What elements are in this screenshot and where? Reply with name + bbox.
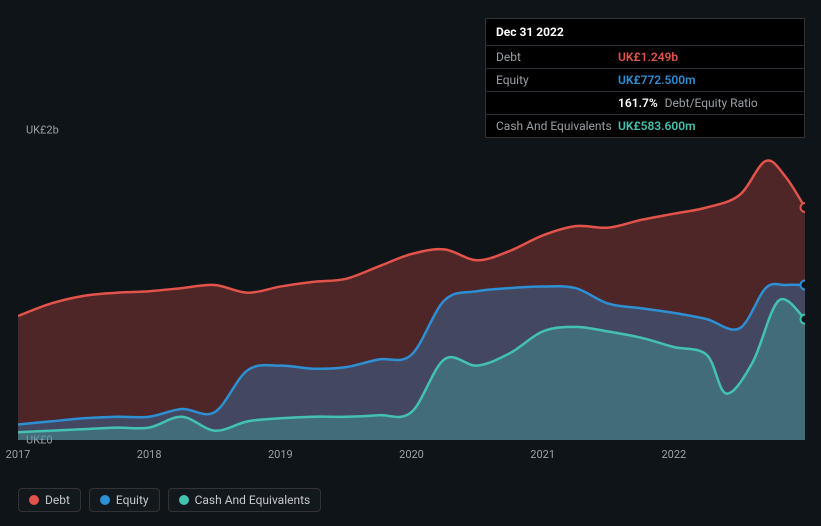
legend-label: Equity — [116, 493, 149, 507]
legend-label: Cash And Equivalents — [195, 493, 311, 507]
x-axis-tick: 2017 — [6, 448, 31, 461]
legend-label: Debt — [45, 493, 70, 507]
tooltip-value-debt: UK£1.249b — [618, 50, 678, 64]
legend-dot-icon — [179, 495, 189, 505]
hover-tooltip: Dec 31 2022 Debt UK£1.249b Equity UK£772… — [485, 18, 805, 138]
tooltip-ratio-extra: Debt/Equity Ratio — [665, 96, 758, 110]
legend-item-equity[interactable]: Equity — [89, 488, 160, 512]
marker-cash — [801, 315, 806, 324]
x-axis-tick: 2022 — [661, 448, 686, 461]
legend-dot-icon — [100, 495, 110, 505]
tooltip-row-debt: Debt UK£1.249b — [486, 46, 804, 69]
x-axis-labels: 201720182019202020212022 — [18, 448, 805, 468]
x-axis-tick: 2020 — [399, 448, 424, 461]
tooltip-value-ratio: 161.7% — [618, 96, 658, 110]
marker-debt — [801, 203, 806, 212]
tooltip-row-ratio: 161.7% Debt/Equity Ratio — [486, 92, 804, 115]
tooltip-value-equity: UK£772.500m — [618, 73, 696, 87]
tooltip-label-cash: Cash And Equivalents — [496, 119, 618, 133]
marker-equity — [801, 281, 806, 290]
chart-container: Dec 31 2022 Debt UK£1.249b Equity UK£772… — [0, 0, 821, 526]
x-axis-tick: 2019 — [268, 448, 293, 461]
legend: Debt Equity Cash And Equivalents — [18, 488, 321, 512]
x-axis-tick: 2021 — [530, 448, 555, 461]
tooltip-row-cash: Cash And Equivalents UK£583.600m — [486, 115, 804, 137]
area-chart[interactable] — [18, 130, 805, 440]
tooltip-label-debt: Debt — [496, 50, 618, 64]
legend-item-debt[interactable]: Debt — [18, 488, 81, 512]
tooltip-date: Dec 31 2022 — [486, 19, 804, 46]
tooltip-row-equity: Equity UK£772.500m — [486, 69, 804, 92]
tooltip-label-equity: Equity — [496, 73, 618, 87]
tooltip-value-cash: UK£583.600m — [618, 119, 696, 133]
x-axis-tick: 2018 — [137, 448, 162, 461]
legend-item-cash[interactable]: Cash And Equivalents — [168, 488, 322, 512]
legend-dot-icon — [29, 495, 39, 505]
